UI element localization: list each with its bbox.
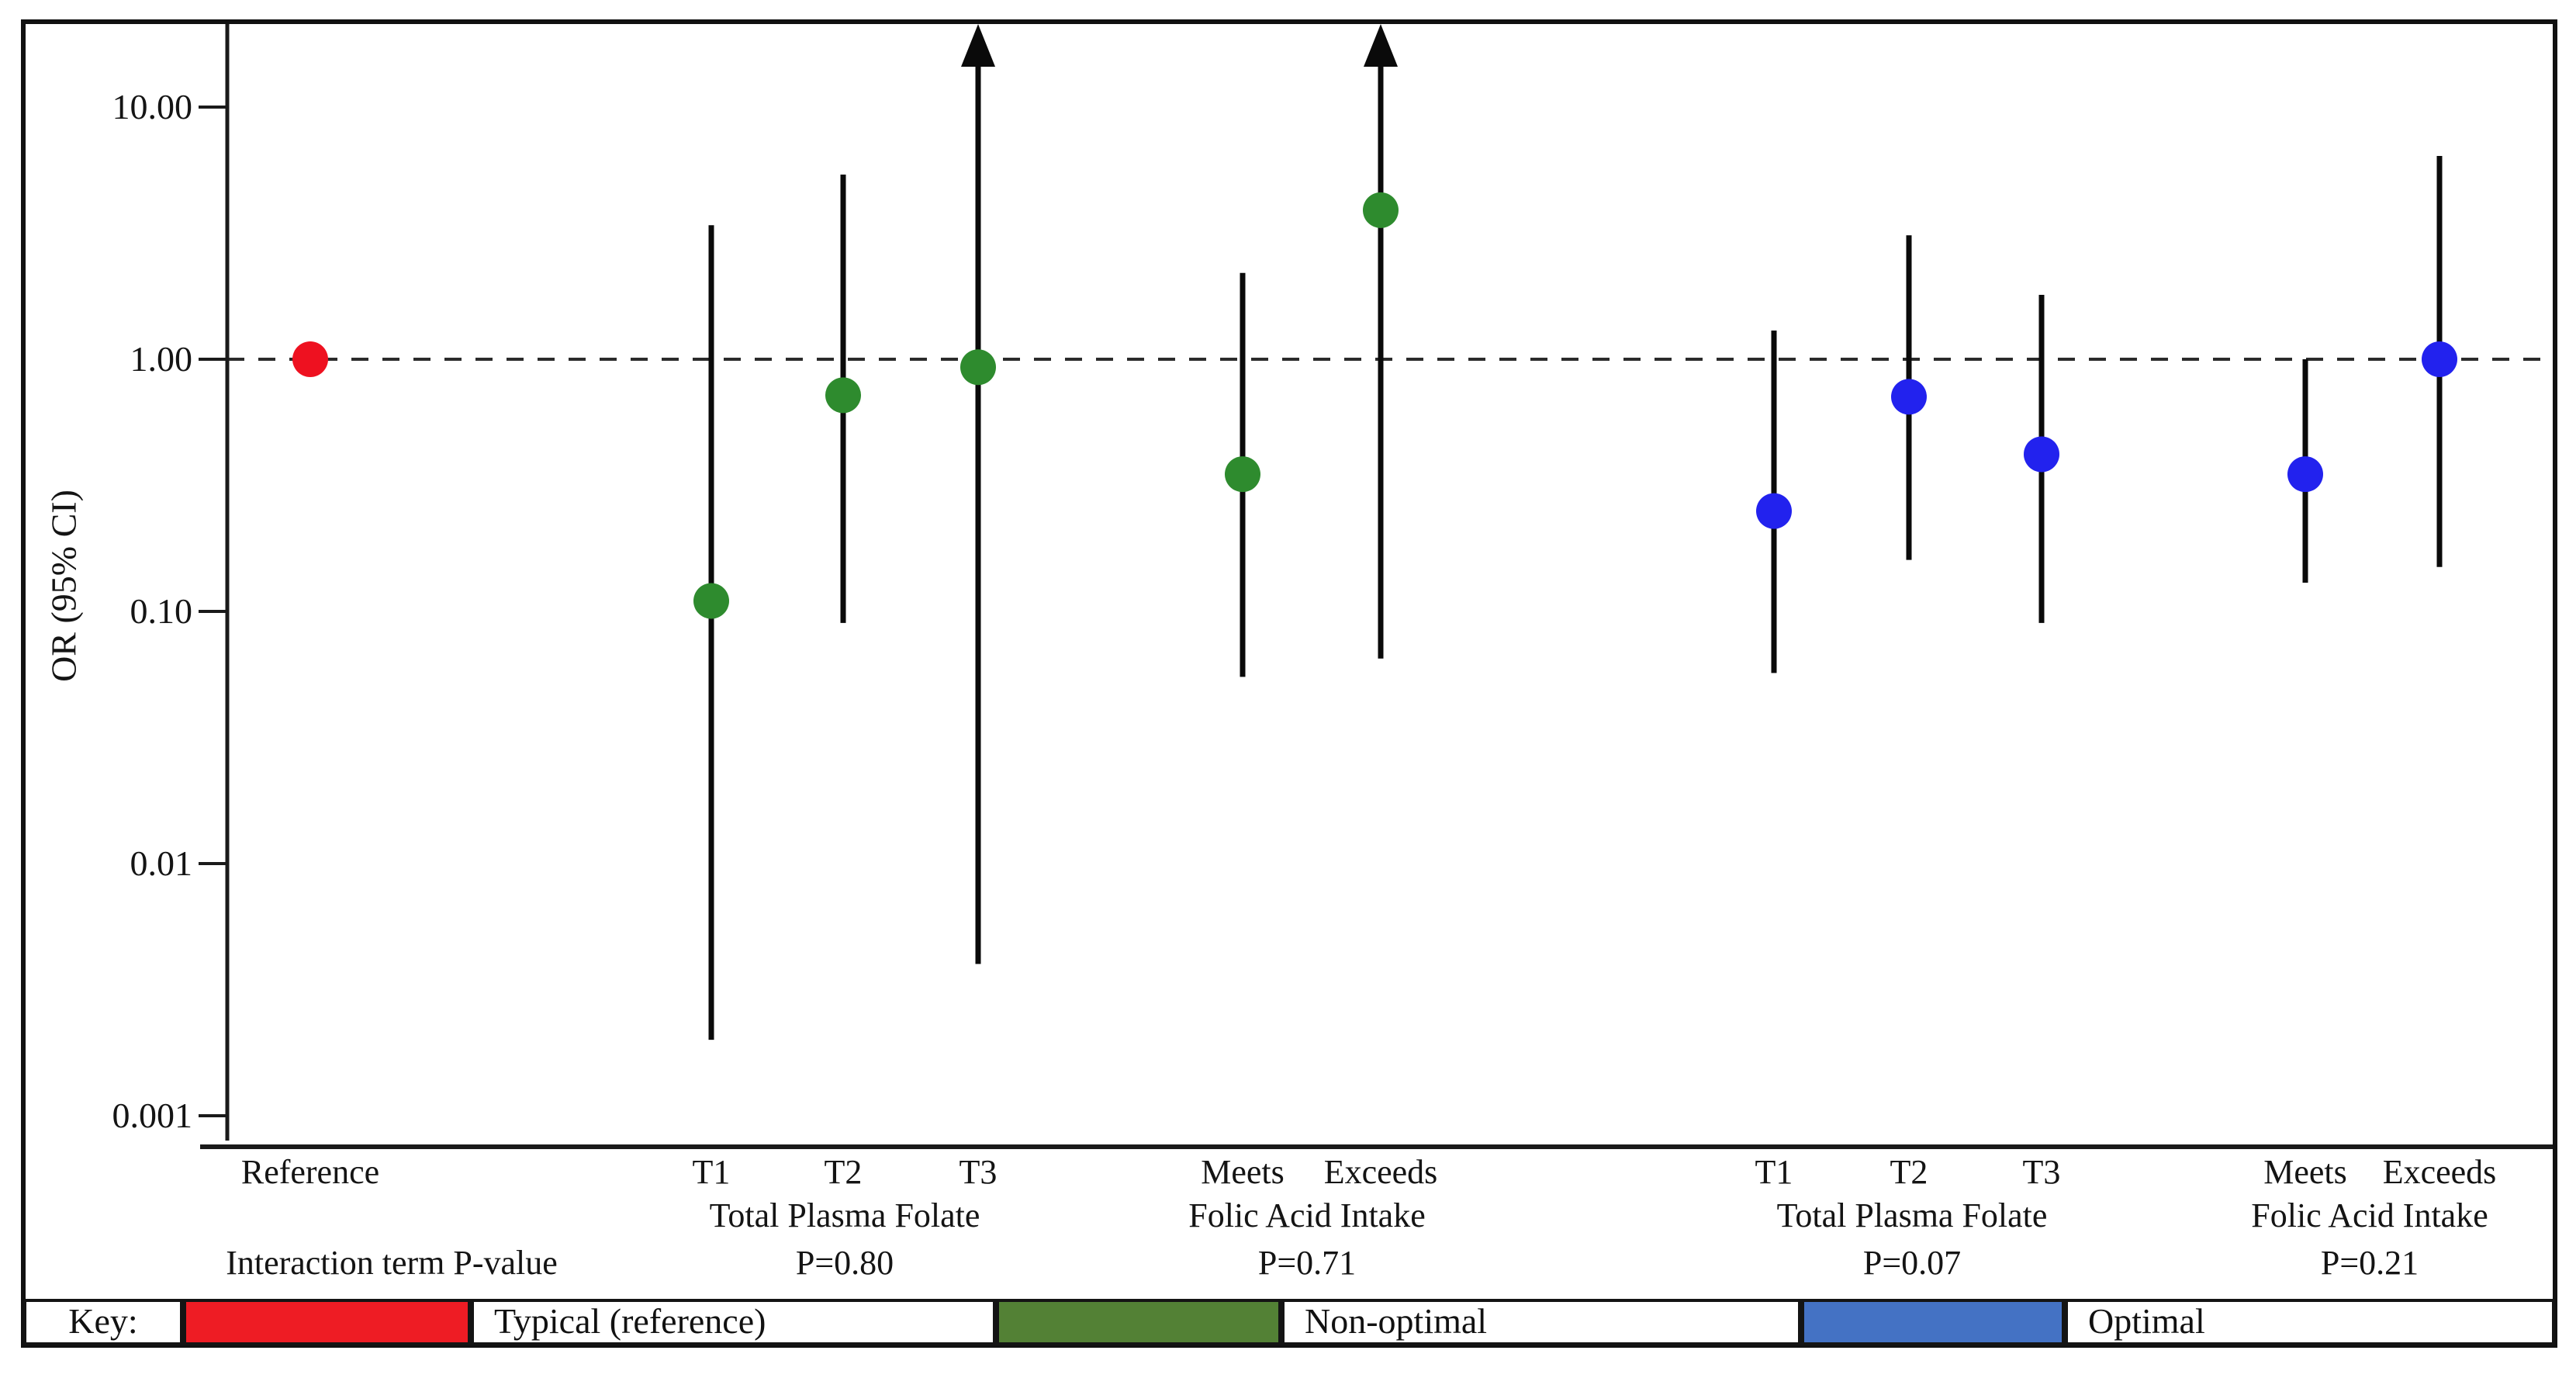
non-optimal-meets-marker — [1225, 456, 1260, 493]
non-optimal-exceeds-category-label: Exceeds — [1323, 1153, 1438, 1191]
y-axis-title: OR (95% CI) — [43, 490, 84, 682]
key-label-typical-reference: Typical (reference) — [471, 1299, 996, 1345]
non-optimal-meets-category-label: Meets — [1201, 1153, 1285, 1191]
group-caption-1: Folic Acid Intake — [1188, 1196, 1426, 1234]
key-swatch-non-optimal — [996, 1299, 1281, 1345]
optimal-exceeds-category-label: Exceeds — [2382, 1153, 2497, 1191]
group-p-value-0: P=0.80 — [795, 1244, 894, 1282]
y-tick-label-0.01: 0.01 — [130, 843, 193, 883]
typical-reference-reference-marker — [292, 341, 328, 377]
optimal-meets-marker — [2287, 456, 2323, 493]
interaction-term-caption: Interaction term P-value — [226, 1244, 558, 1282]
typical-reference-reference-category-label: Reference — [240, 1153, 380, 1191]
y-tick-label-10.00: 10.00 — [112, 87, 193, 126]
key-legend: Key: Typical (reference) Non-optimal Optima… — [23, 1299, 2555, 1345]
optimal-t3-category-label: T3 — [2022, 1153, 2061, 1191]
key-label-non-optimal: Non-optimal — [1281, 1299, 1801, 1345]
non-optimal-exceeds-arrow-up-icon — [1364, 24, 1398, 67]
y-tick-label-1.00: 1.00 — [130, 339, 193, 379]
key-label-optimal: Optimal — [2065, 1299, 2555, 1345]
key-swatch-optimal — [1801, 1299, 2065, 1345]
non-optimal-t3-marker — [960, 349, 996, 386]
y-tick-label-0.001: 0.001 — [112, 1096, 193, 1135]
y-tick-label-0.10: 0.10 — [130, 591, 193, 631]
non-optimal-exceeds-marker — [1363, 192, 1399, 228]
group-p-value-2: P=0.07 — [1862, 1244, 1962, 1282]
optimal-meets-category-label: Meets — [2263, 1153, 2347, 1191]
figure-border — [21, 19, 2557, 1348]
group-caption-3: Folic Acid Intake — [2251, 1196, 2488, 1234]
non-optimal-t3-category-label: T3 — [959, 1153, 998, 1191]
optimal-t1-marker — [1756, 493, 1792, 529]
non-optimal-t1-marker — [693, 583, 729, 619]
non-optimal-t3-arrow-up-icon — [961, 24, 995, 67]
optimal-t2-marker — [1891, 379, 1927, 415]
group-caption-0: Total Plasma Folate — [709, 1196, 980, 1234]
group-p-value-3: P=0.21 — [2320, 1244, 2419, 1282]
key-title: Key: — [23, 1299, 183, 1345]
key-swatch-typical-reference — [183, 1299, 471, 1345]
group-caption-2: Total Plasma Folate — [1776, 1196, 2048, 1234]
optimal-t2-category-label: T2 — [1890, 1153, 1928, 1191]
non-optimal-t2-category-label: T2 — [824, 1153, 863, 1191]
non-optimal-t2-marker — [825, 377, 861, 414]
optimal-t1-category-label: T1 — [1755, 1153, 1793, 1191]
optimal-exceeds-marker — [2422, 341, 2457, 377]
non-optimal-t1-category-label: T1 — [692, 1153, 731, 1191]
group-p-value-1: P=0.71 — [1257, 1244, 1357, 1282]
optimal-t3-marker — [2024, 436, 2059, 473]
